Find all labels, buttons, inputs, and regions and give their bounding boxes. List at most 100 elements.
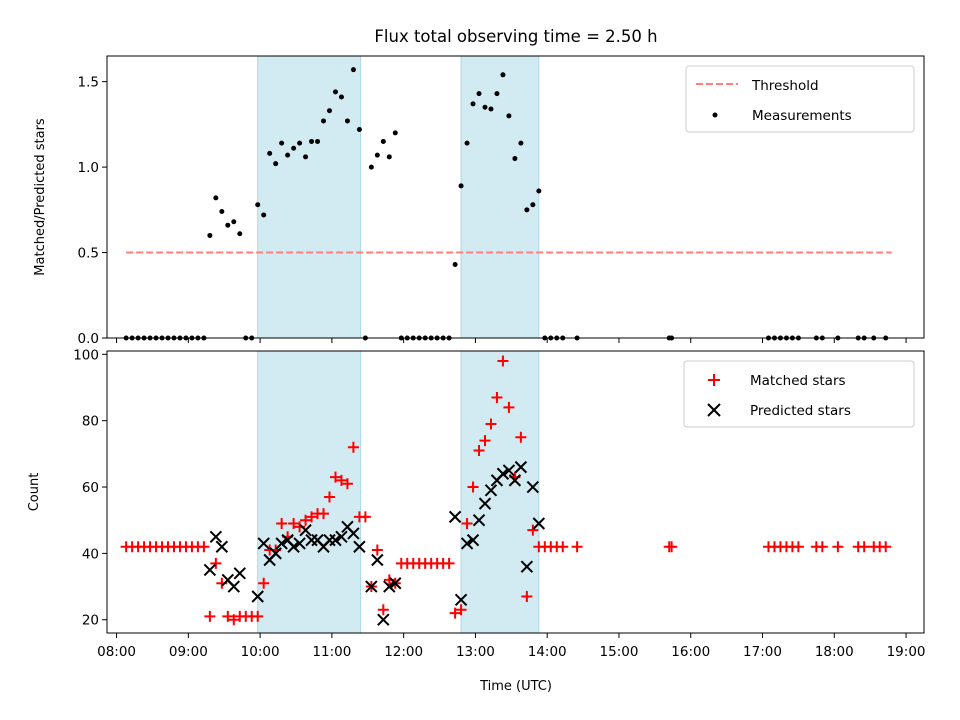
measurement-point (315, 138, 321, 144)
bottom-legend-label-matched: Matched stars (750, 373, 846, 389)
predicted-star-point (460, 537, 474, 550)
matched-star-point (557, 541, 569, 553)
measurement-point (297, 140, 303, 146)
matched-star-point (816, 541, 828, 553)
matched-star-point (318, 508, 330, 520)
measurement-point (291, 145, 297, 151)
top-y-tick-label: 0.0 (78, 331, 99, 347)
top-panel: 0.0 0.5 1.0 1.5 Matched/Predicted stars Thr… (33, 55, 925, 347)
matched-star-point (341, 478, 353, 490)
predicted-star-point (484, 484, 498, 497)
predicted-legend-swatch (707, 403, 721, 417)
predicted-star-point (329, 533, 342, 547)
measurement-point (273, 161, 279, 167)
matched-star-point (521, 591, 533, 603)
matched-star-point (198, 541, 210, 553)
matched-star-point (443, 557, 455, 569)
matched-star-point (485, 418, 497, 430)
predicted-star-point (377, 613, 390, 626)
matched-star-point (323, 491, 335, 503)
bottom-y-tick-label: 20 (82, 613, 99, 629)
measurement-point (326, 108, 332, 114)
top-y-tick-label: 1.0 (78, 160, 99, 176)
bottom-legend-label-predicted: Predicted stars (750, 403, 851, 419)
predicted-star-point (514, 460, 528, 474)
measurement-point (506, 113, 512, 119)
top-points-layer (123, 67, 889, 341)
x-tick-label: 13:00 (456, 644, 495, 660)
x-tick-label: 16:00 (671, 644, 710, 660)
predicted-star-point (251, 590, 264, 603)
x-tick-label: 11:00 (312, 644, 351, 660)
bottom-y-axis-label: Count (27, 473, 42, 512)
chart-title: Flux total observing time = 2.50 h (374, 27, 657, 46)
bottom-y-tick-label: 40 (82, 546, 99, 562)
measurement-point (344, 118, 350, 124)
predicted-star-point (203, 563, 217, 577)
matched-star-point (858, 541, 870, 553)
bottom-y-tick-label: 60 (82, 480, 99, 496)
measurement-point (512, 156, 518, 162)
measurement-point (261, 212, 267, 218)
matched-star-point (276, 518, 288, 530)
matched-star-point (571, 541, 583, 553)
top-legend-label-measurements: Measurements (752, 108, 852, 124)
matched-star-point (473, 445, 485, 457)
measurement-point (518, 140, 524, 146)
matched-star-point (306, 511, 318, 523)
measurement-point (458, 183, 464, 189)
predicted-star-point (365, 580, 378, 593)
matched-star-point (792, 541, 804, 553)
x-tick-label: 15:00 (600, 644, 639, 660)
measurement-point (279, 140, 285, 146)
matched-star-point (258, 577, 270, 589)
matched-star-point (377, 604, 389, 616)
top-y-axis-label: Matched/Predicted stars (33, 118, 48, 276)
measurement-point (524, 207, 530, 213)
matched-star-point (515, 431, 527, 443)
predicted-star-point (275, 537, 288, 550)
matched-star-point (329, 471, 341, 483)
bottom-y-tick-label: 80 (82, 414, 99, 430)
bottom-panel: 20 40 60 80 100 08:00 09:00 10:00 11:00 12:00 13:0… (27, 347, 926, 694)
predicted-star-point (227, 580, 241, 593)
top-y-tick-label: 0.5 (78, 246, 99, 262)
measurement-point (225, 222, 231, 228)
bottom-y-tick-label: 100 (73, 347, 99, 363)
predicted-star-point (526, 480, 540, 494)
measurement-point (452, 262, 458, 268)
x-tick-label: 10:00 (241, 644, 280, 660)
x-tick-label: 18:00 (815, 644, 854, 660)
predicted-star-point (353, 540, 366, 553)
predicted-star-point (335, 530, 348, 543)
predicted-star-point (454, 593, 468, 607)
measurement-point (267, 150, 273, 156)
predicted-star-point (508, 474, 522, 487)
matched-star-point (359, 511, 371, 523)
bottom-legend-box (683, 360, 915, 428)
measurement-point (231, 219, 237, 225)
bottom-legend: Matched stars Predicted stars (683, 360, 915, 428)
matched-star-point (335, 474, 347, 486)
bottom-ticks-layer: 20 40 60 80 100 08:00 09:00 10:00 11:00 12:00 13:0… (73, 347, 925, 660)
matched-star-point (222, 610, 234, 622)
measurement-point (332, 89, 338, 95)
predicted-star-point (347, 527, 360, 540)
bottom-points-layer (120, 355, 892, 626)
measurement-point (374, 152, 380, 158)
measurement-point (488, 106, 494, 112)
top-y-tick-label: 1.5 (78, 75, 99, 91)
matched-star-point (455, 604, 467, 616)
predicted-star-point (478, 497, 492, 510)
matched-star-point (832, 541, 844, 553)
matched-star-point (461, 518, 473, 530)
predicted-star-point (532, 517, 546, 530)
measurement-point (219, 209, 225, 215)
top-legend-label-threshold: Threshold (751, 78, 819, 94)
measurement-point (321, 118, 327, 124)
predicted-star-point (520, 560, 534, 573)
matched-star-point (503, 401, 515, 413)
matched-star-point (449, 607, 461, 619)
predicted-star-point (257, 537, 270, 550)
x-tick-label: 12:00 (384, 644, 423, 660)
